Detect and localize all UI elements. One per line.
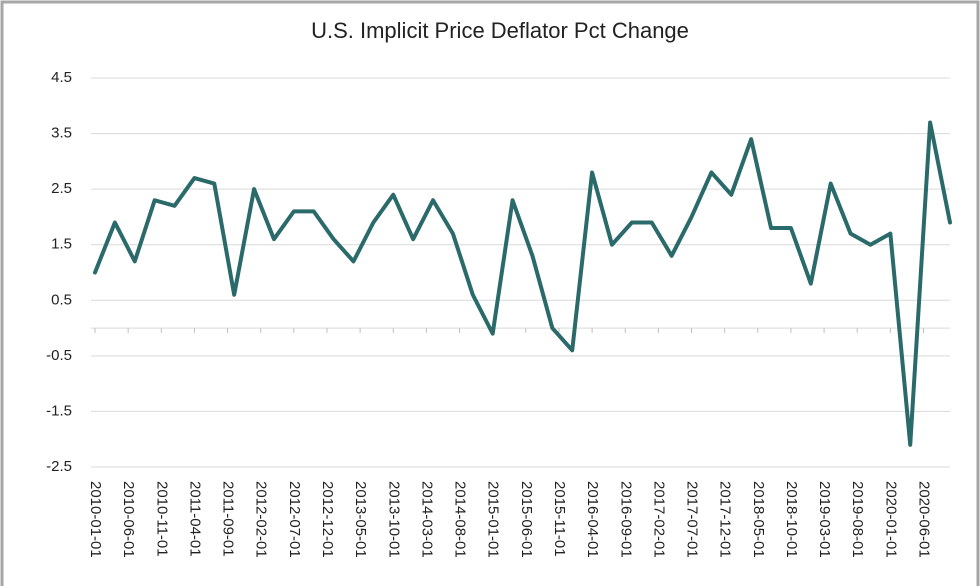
x-tick-label: 2014-03-01 [418,481,435,558]
x-tick-label: 2013-05-01 [352,481,369,558]
x-tick-label: 2018-10-01 [783,481,800,558]
data-line [93,120,952,447]
x-tick-label: 2017-02-01 [650,481,667,558]
x-tick-label: 2016-04-01 [584,481,601,558]
y-tick-label: -2.5 [46,458,72,475]
chart-title: U.S. Implicit Price Deflator Pct Change [311,18,689,43]
x-tick-label: 2015-01-01 [485,481,502,558]
x-tick-label: 2010-06-01 [120,481,137,558]
x-tick-label: 2010-01-01 [87,481,104,558]
x-tick-label: 2010-11-01 [153,481,170,557]
x-tick-label: 2011-04-01 [186,481,203,557]
x-tick-label: 2020-06-01 [916,481,933,558]
x-tick-label: 2019-08-01 [849,481,866,558]
y-tick-label: 2.5 [51,180,72,197]
x-tick-label: 2016-09-01 [617,481,634,558]
x-tick-label: 2012-12-01 [319,481,336,558]
x-tick-label: 2018-05-01 [750,481,767,558]
y-tick-label: 3.5 [51,125,72,142]
y-tick-label: -1.5 [46,402,72,419]
x-tick-label: 2014-08-01 [452,481,469,558]
x-tick-label: 2012-02-01 [253,481,270,558]
y-tick-label: 1.5 [51,236,72,253]
x-tick-label: 2017-12-01 [717,481,734,558]
x-tick-label: 2015-11-01 [551,481,568,557]
x-tick-label: 2020-01-01 [882,481,899,558]
x-tick-label: 2019-03-01 [816,481,833,558]
y-tick-label: 0.5 [51,291,72,308]
x-tick-label: 2012-07-01 [286,481,303,558]
y-tick-label: 4.5 [51,69,72,86]
x-tick-label: 2017-07-01 [684,481,701,558]
y-tick-label: -0.5 [46,347,72,364]
x-tick-label: 2015-06-01 [518,481,535,558]
x-tick-label: 2011-09-01 [220,481,237,557]
x-tick-label: 2013-10-01 [385,481,402,558]
